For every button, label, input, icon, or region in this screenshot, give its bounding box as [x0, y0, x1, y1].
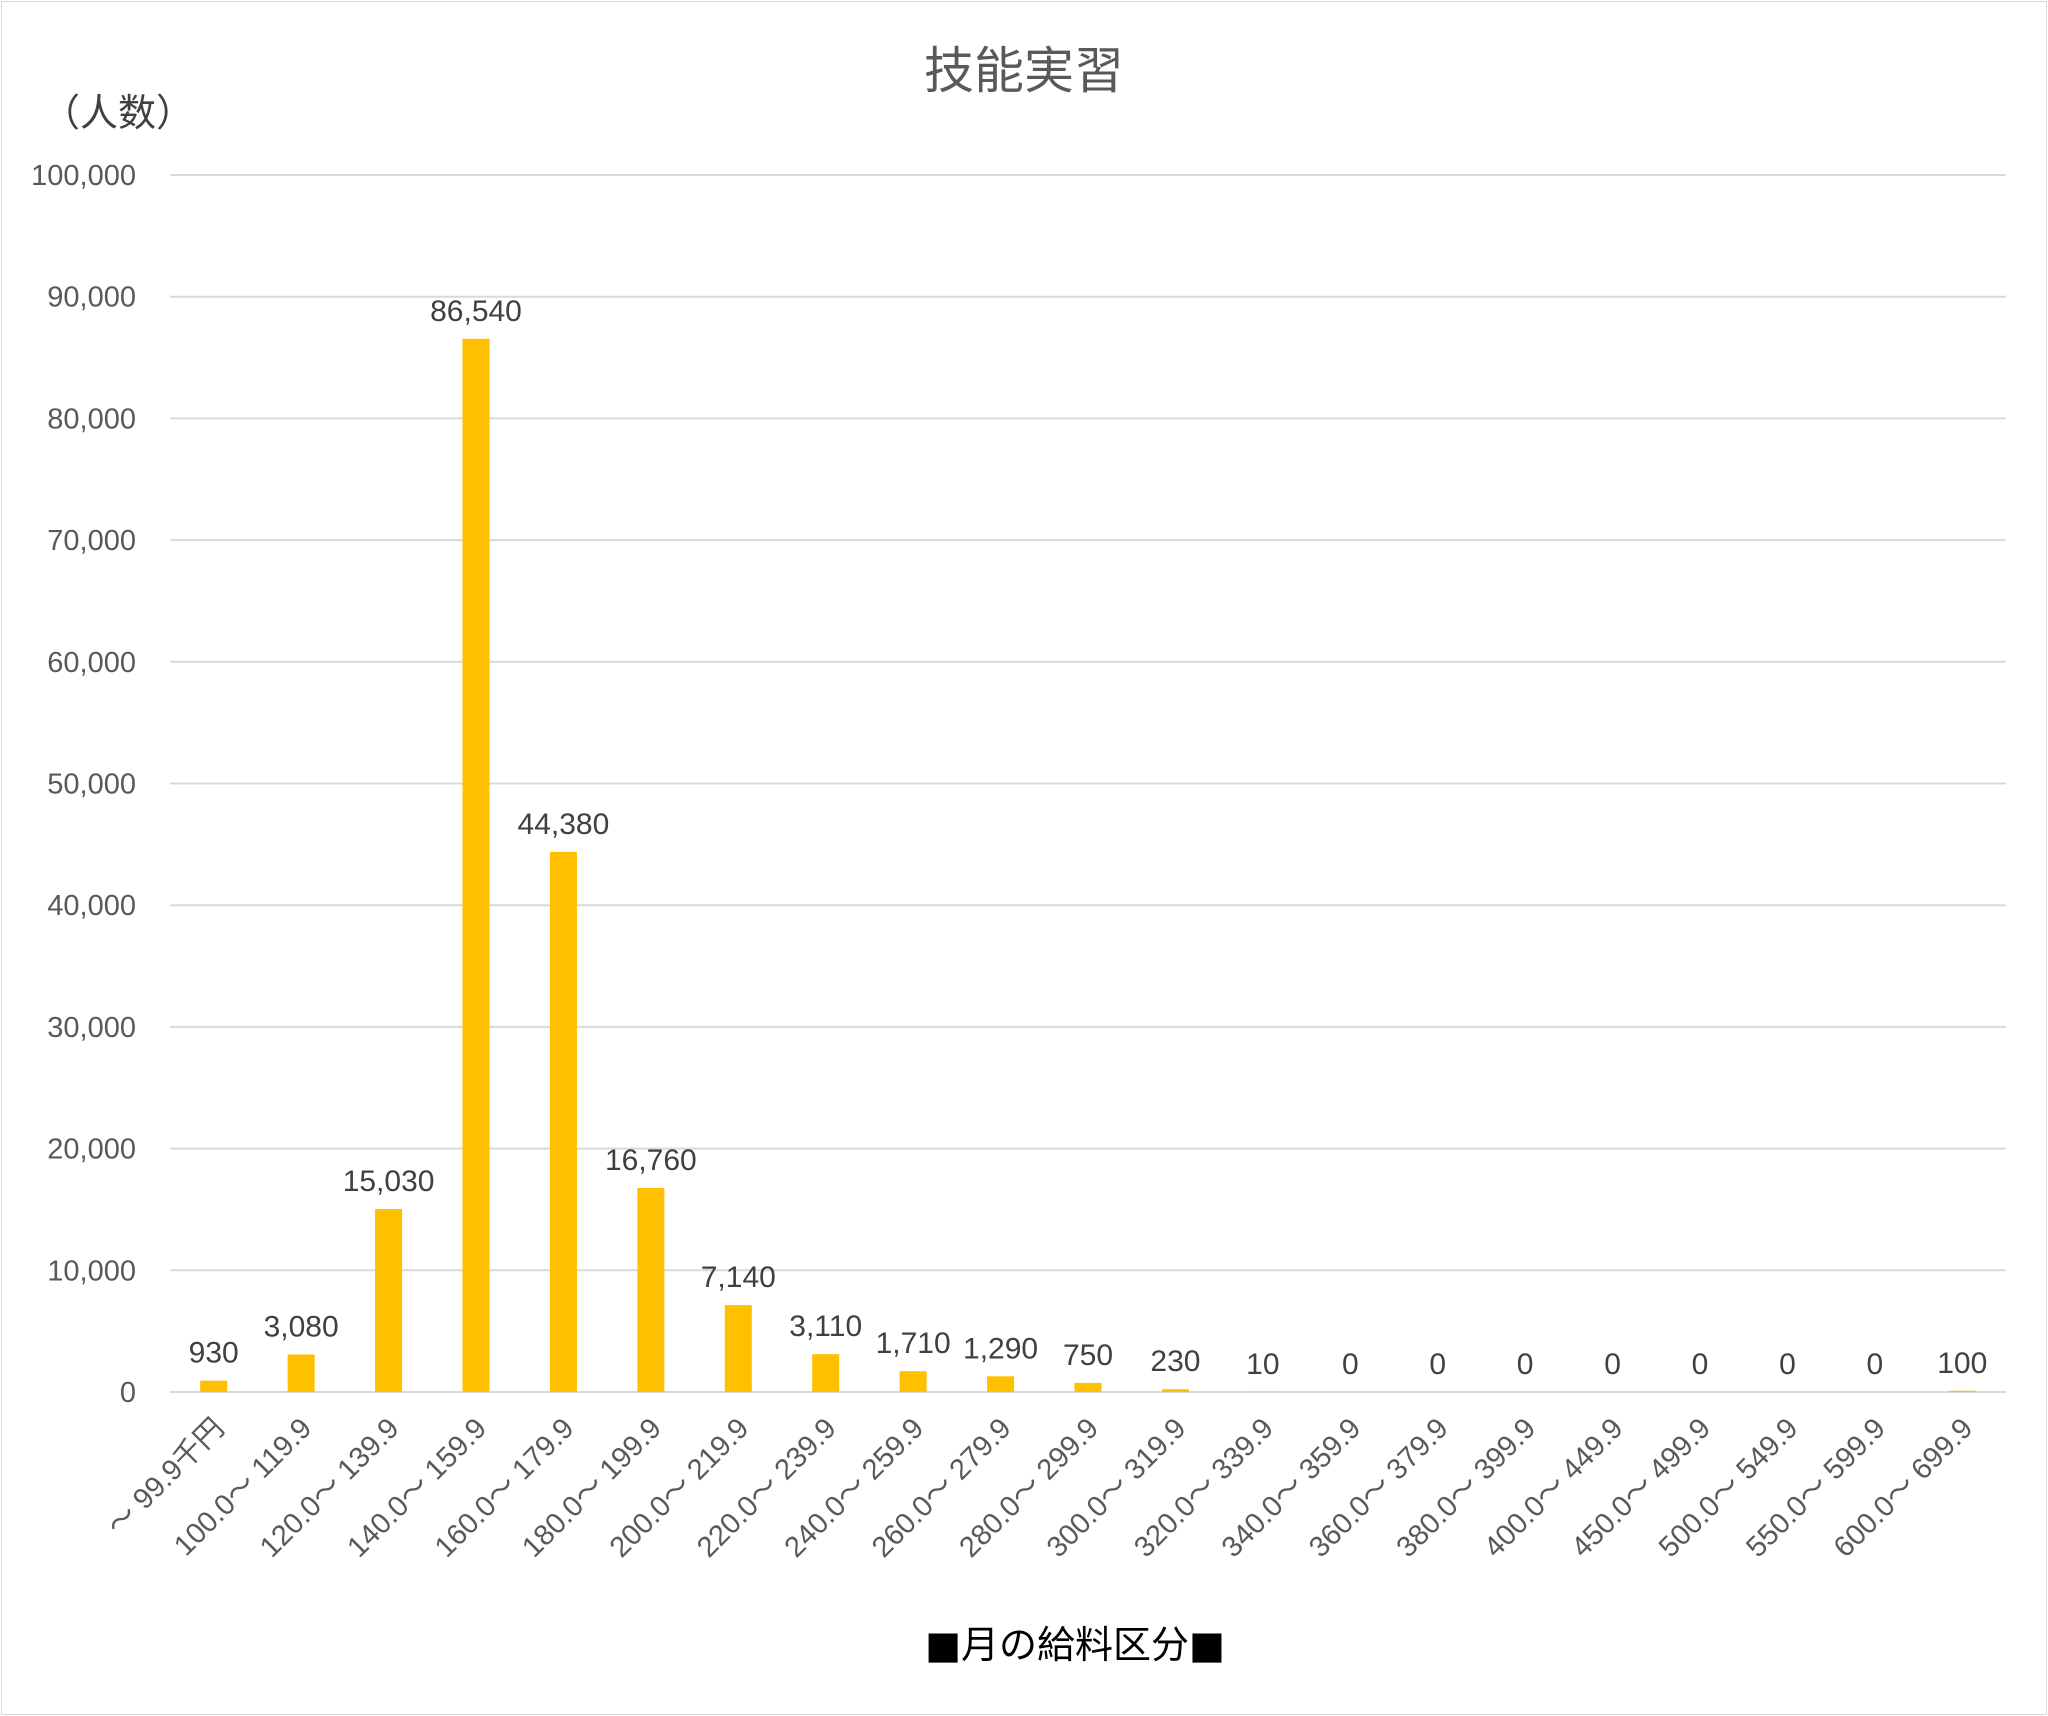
- data-label: 930: [189, 1337, 239, 1370]
- y-tick-label: 0: [120, 1377, 136, 1409]
- bar: [462, 338, 490, 1392]
- gridlines: [170, 174, 2006, 1393]
- bar: [200, 1380, 228, 1392]
- data-labels: 930 3,080 15,030 86,540 44,380 16,760 7,140 3,1…: [189, 295, 1988, 1381]
- y-axis-unit-label: （人数）: [42, 91, 194, 135]
- bar: [375, 1209, 403, 1392]
- data-label: 0: [1429, 1348, 1446, 1381]
- y-tick-label: 20,000: [47, 1134, 136, 1166]
- data-label: 16,760: [605, 1144, 697, 1177]
- bar: [549, 851, 577, 1392]
- data-label: 100: [1937, 1347, 1987, 1380]
- data-label: 0: [1517, 1348, 1534, 1381]
- bar: [1161, 1389, 1189, 1392]
- data-label: 0: [1342, 1348, 1359, 1381]
- y-tick-label: 30,000: [47, 1012, 136, 1044]
- data-label: 15,030: [343, 1165, 435, 1198]
- bar: [987, 1376, 1015, 1392]
- bar: [1948, 1390, 1976, 1392]
- y-tick-label: 70,000: [47, 525, 136, 557]
- data-label: 0: [1867, 1348, 1884, 1381]
- data-label: 7,140: [701, 1261, 776, 1294]
- y-axis-ticks: 0 10,000 20,000 30,000 40,000 50,000 60,000 70,…: [31, 160, 136, 1409]
- data-label: 3,110: [789, 1310, 862, 1343]
- data-label: 1,710: [876, 1327, 951, 1360]
- data-label: 1,290: [963, 1332, 1038, 1365]
- bar: [724, 1305, 752, 1392]
- y-tick-label: 50,000: [47, 769, 136, 801]
- y-tick-label: 40,000: [47, 890, 136, 922]
- y-tick-label: 60,000: [47, 647, 136, 679]
- bar: [1074, 1382, 1102, 1392]
- bar: [287, 1354, 315, 1392]
- bar: [812, 1354, 840, 1392]
- y-tick-label: 100,000: [31, 160, 136, 192]
- data-label: 0: [1692, 1348, 1709, 1381]
- y-tick-label: 90,000: [47, 282, 136, 314]
- bar: [637, 1188, 665, 1392]
- data-label: 10: [1246, 1348, 1279, 1381]
- data-label: 0: [1779, 1348, 1796, 1381]
- bar: [899, 1371, 927, 1392]
- chart-title: 技能実習: [924, 42, 1124, 100]
- y-tick-label: 80,000: [47, 403, 136, 435]
- data-label: 86,540: [430, 295, 522, 328]
- y-tick-label: 10,000: [47, 1255, 136, 1287]
- bars: [200, 338, 1976, 1392]
- data-label: 230: [1150, 1345, 1200, 1378]
- data-label: 3,080: [264, 1311, 339, 1344]
- data-label: 0: [1604, 1348, 1621, 1381]
- data-label: 44,380: [518, 808, 610, 841]
- data-label: 750: [1063, 1339, 1113, 1372]
- x-axis-title: ■月の給料区分■: [925, 1623, 1225, 1667]
